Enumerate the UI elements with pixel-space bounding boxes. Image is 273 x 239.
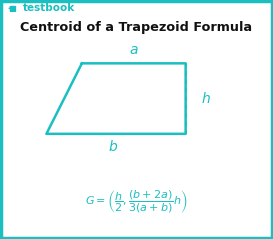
Text: testbook: testbook <box>23 3 75 13</box>
Text: Centroid of a Trapezoid Formula: Centroid of a Trapezoid Formula <box>20 21 253 34</box>
Text: ■: ■ <box>8 4 16 13</box>
Text: a: a <box>129 43 138 57</box>
Text: h: h <box>202 92 210 106</box>
Text: b: b <box>109 140 118 154</box>
Text: $G = \left(\dfrac{h}{2}, \dfrac{(b + 2a)}{3(a + b)}h\right)$: $G = \left(\dfrac{h}{2}, \dfrac{(b + 2a)… <box>85 189 188 215</box>
Text: ◀: ◀ <box>8 5 14 11</box>
